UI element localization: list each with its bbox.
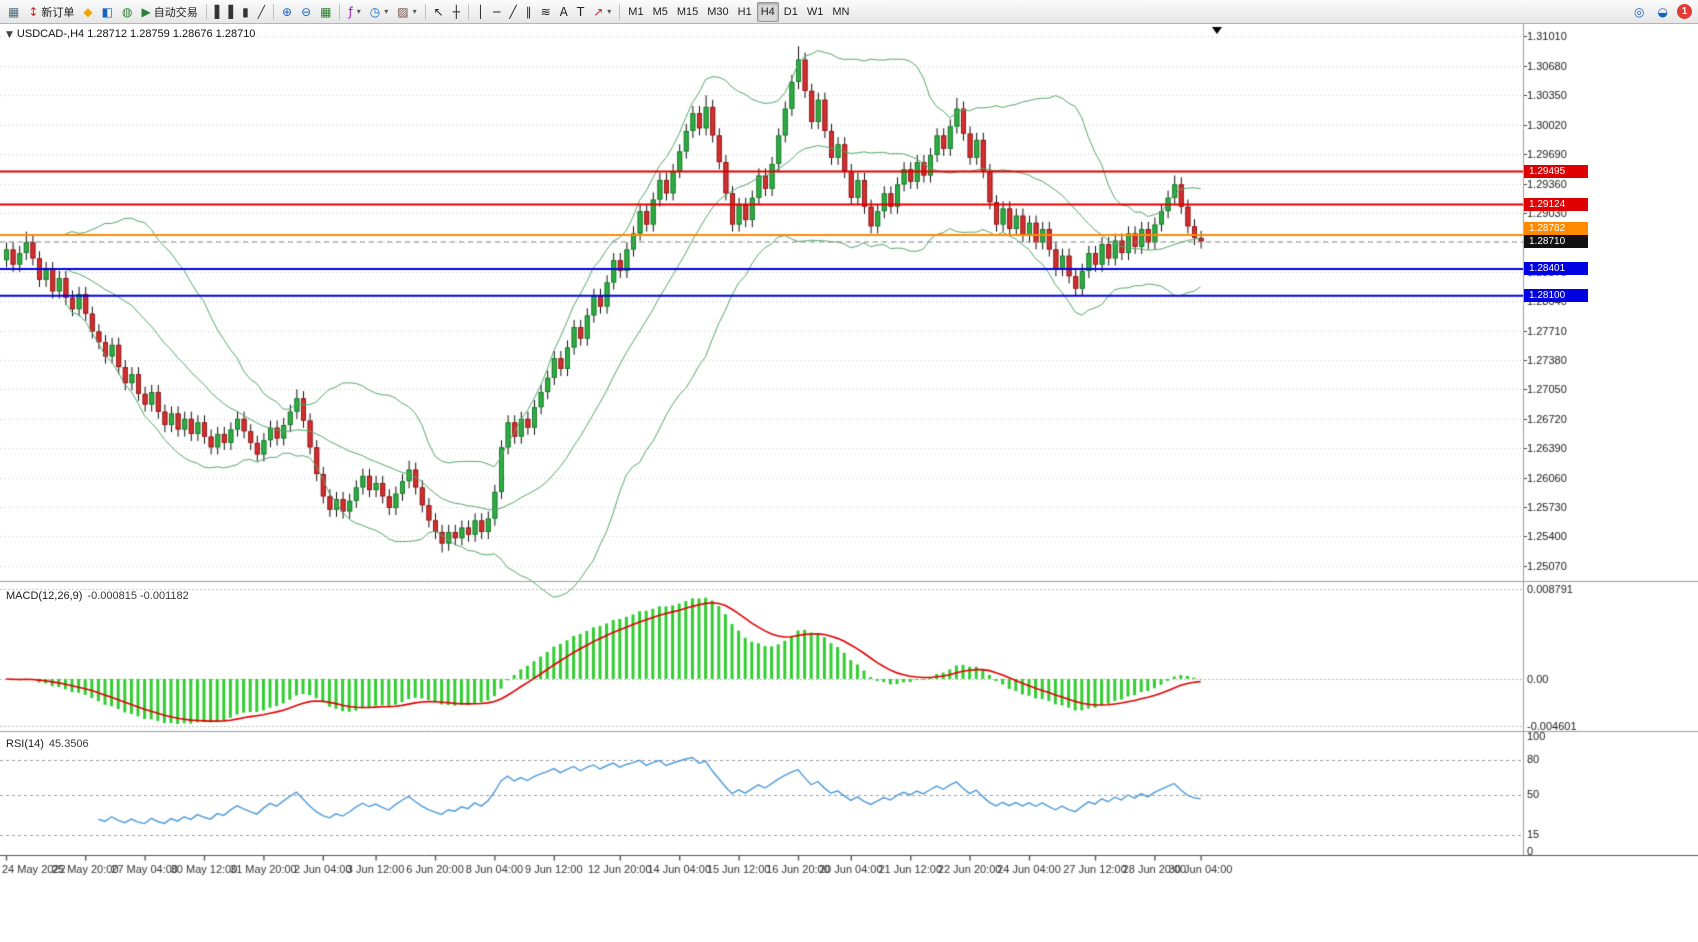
chevron-down-icon: ▾ [412, 7, 417, 16]
cursor-icon[interactable]: ↖ [430, 2, 448, 22]
auto-trading-button-label: 自动交易 [153, 6, 198, 19]
tile-windows-icon: ▦ [320, 4, 332, 19]
text-icon[interactable]: A [556, 2, 572, 22]
price-line-tag[interactable]: 1.29495 [1524, 165, 1588, 178]
fibonacci-icon[interactable]: ≋ [537, 2, 555, 22]
time-periods-icon[interactable]: ◷ ▾ [366, 2, 393, 22]
equidistant-channel-icon: ∥ [525, 4, 532, 19]
equidistant-channel-icon[interactable]: ∥ [522, 2, 536, 22]
rsi-indicator-label: RSI(14) 45.3506 [6, 738, 89, 750]
zoom-in-icon[interactable]: ⊕ [278, 2, 296, 22]
chart-canvas[interactable] [0, 24, 1698, 942]
line-chart-icon: ╱ [257, 4, 266, 19]
zoom-out-icon[interactable]: ⊖ [297, 2, 315, 22]
auto-trading-button[interactable]: ▶ 自动交易 [137, 2, 201, 22]
community-icon: ◒ [1657, 4, 1668, 19]
timeframe-M30[interactable]: M30 [703, 2, 732, 22]
arrows-icon[interactable]: ↗ ▾ [589, 2, 615, 22]
price-line-tag[interactable]: 1.28401 [1524, 262, 1588, 275]
timeframe-H4[interactable]: H4 [756, 1, 779, 22]
price-line-tag[interactable]: 1.29124 [1524, 198, 1588, 211]
toolbar: ▦ ↕ 新订单 ◆ ◧ ◍ ▶ 自动交易 ▌▐ ▮ ╱ ⊕ ⊖ ▦ ƒ ▾ ◷ ▾ ▨ ▾ ↖ ┼ │ ─ ╱ ∥ ≋ A T ↗ ▾ M1 M… [0, 0, 1698, 24]
wizard-icon[interactable]: ◆ [79, 2, 96, 22]
timeframe-M15[interactable]: M15 [673, 2, 702, 22]
new-window-icon: ▦ [8, 4, 20, 19]
market-watch-icon: ◧ [101, 4, 113, 19]
candlesticks-icon[interactable]: ▮ [238, 2, 253, 22]
text-label-icon[interactable]: T [573, 2, 588, 22]
timeframe-W1[interactable]: W1 [803, 2, 828, 22]
rsi-title: RSI(14) [6, 738, 44, 750]
notifications-badge[interactable]: 1 [1677, 4, 1692, 19]
new-order-button[interactable]: ↕ 新订单 [24, 2, 78, 22]
chevron-down-icon: ▾ [384, 7, 389, 16]
current-price-tag: 1.28710 [1524, 235, 1588, 248]
zoom-out-icon: ⊖ [301, 4, 312, 19]
timeframe-D1[interactable]: D1 [780, 2, 802, 22]
vertical-line-icon[interactable]: │ [473, 2, 488, 22]
market-watch-icon[interactable]: ◧ [98, 2, 117, 22]
timeframe-H1[interactable]: H1 [734, 2, 756, 22]
timeframe-M5[interactable]: M5 [649, 2, 672, 22]
navigator-icon: ◍ [121, 4, 133, 19]
templates-icon[interactable]: ▨ ▾ [393, 2, 420, 22]
timeframe-M1[interactable]: M1 [624, 2, 647, 22]
one-click-trading-toggle-icon[interactable]: ▼ [6, 30, 13, 40]
toolbar-separator [619, 3, 621, 20]
ohlc-bars-icon[interactable]: ▌▐ [211, 2, 237, 22]
toolbar-right-group: ◎ ◒ 1 [1630, 2, 1694, 22]
crosshair-icon: ┼ [452, 4, 460, 19]
cursor-icon: ↖ [433, 4, 444, 19]
fibonacci-icon: ≋ [540, 4, 551, 19]
toolbar-separator [467, 3, 469, 20]
chart-area: ▼ USDCAD-,H4 1.28712 1.28759 1.28676 1.28… [0, 24, 1698, 942]
new-order-button-label: 新订单 [41, 6, 75, 19]
auto-trading-button-icon: ▶ [141, 4, 151, 19]
macd-values: -0.000815 -0.001182 [87, 590, 189, 602]
toolbar-separator [273, 3, 275, 20]
horizontal-line-icon: ─ [493, 4, 501, 19]
text-label-icon: T [576, 4, 585, 19]
new-order-button-icon: ↕ [28, 4, 39, 19]
vertical-line-icon: │ [476, 4, 485, 19]
arrows-icon: ↗ [593, 4, 604, 19]
navigator-icon[interactable]: ◍ [118, 2, 136, 22]
price-line-tag[interactable]: 1.28100 [1524, 289, 1588, 302]
toolbar-separator [205, 3, 207, 20]
timeframe-MN[interactable]: MN [828, 2, 853, 22]
symbol-ohlc-text: USDCAD-,H4 1.28712 1.28759 1.28676 1.287… [16, 28, 256, 40]
new-window-icon[interactable]: ▦ [4, 2, 23, 22]
chevron-down-icon: ▾ [607, 7, 612, 16]
templates-icon: ▨ [397, 4, 409, 19]
toolbar-separator [424, 3, 426, 20]
search-icon: ◎ [1634, 4, 1645, 19]
tile-windows-icon[interactable]: ▦ [316, 2, 335, 22]
community-icon[interactable]: ◒ [1654, 2, 1672, 22]
candlesticks-icon: ▮ [242, 4, 249, 19]
search-icon[interactable]: ◎ [1630, 2, 1648, 22]
indicators-list-icon: ƒ [348, 4, 353, 19]
zoom-in-icon: ⊕ [282, 4, 293, 19]
trendline-icon: ╱ [509, 4, 517, 19]
line-chart-icon[interactable]: ╱ [254, 2, 269, 22]
wizard-icon: ◆ [83, 4, 93, 19]
crosshair-icon[interactable]: ┼ [449, 2, 464, 22]
trendline-icon[interactable]: ╱ [505, 2, 520, 22]
rsi-value: 45.3506 [48, 738, 89, 750]
text-icon: A [559, 4, 568, 19]
chevron-down-icon: ▾ [356, 7, 361, 16]
time-periods-icon: ◷ [369, 4, 381, 19]
price-line-tag[interactable]: 1.28782 [1524, 222, 1588, 235]
symbol-ohlc-label: ▼ USDCAD-,H4 1.28712 1.28759 1.28676 1.28… [6, 28, 255, 40]
indicators-list-icon[interactable]: ƒ ▾ [344, 2, 364, 22]
ohlc-bars-icon: ▌▐ [214, 4, 234, 19]
macd-title: MACD(12,26,9) [6, 590, 83, 602]
horizontal-line-icon[interactable]: ─ [489, 2, 504, 22]
toolbar-separator [339, 3, 341, 20]
macd-indicator-label: MACD(12,26,9) -0.000815 -0.001182 [6, 590, 189, 602]
